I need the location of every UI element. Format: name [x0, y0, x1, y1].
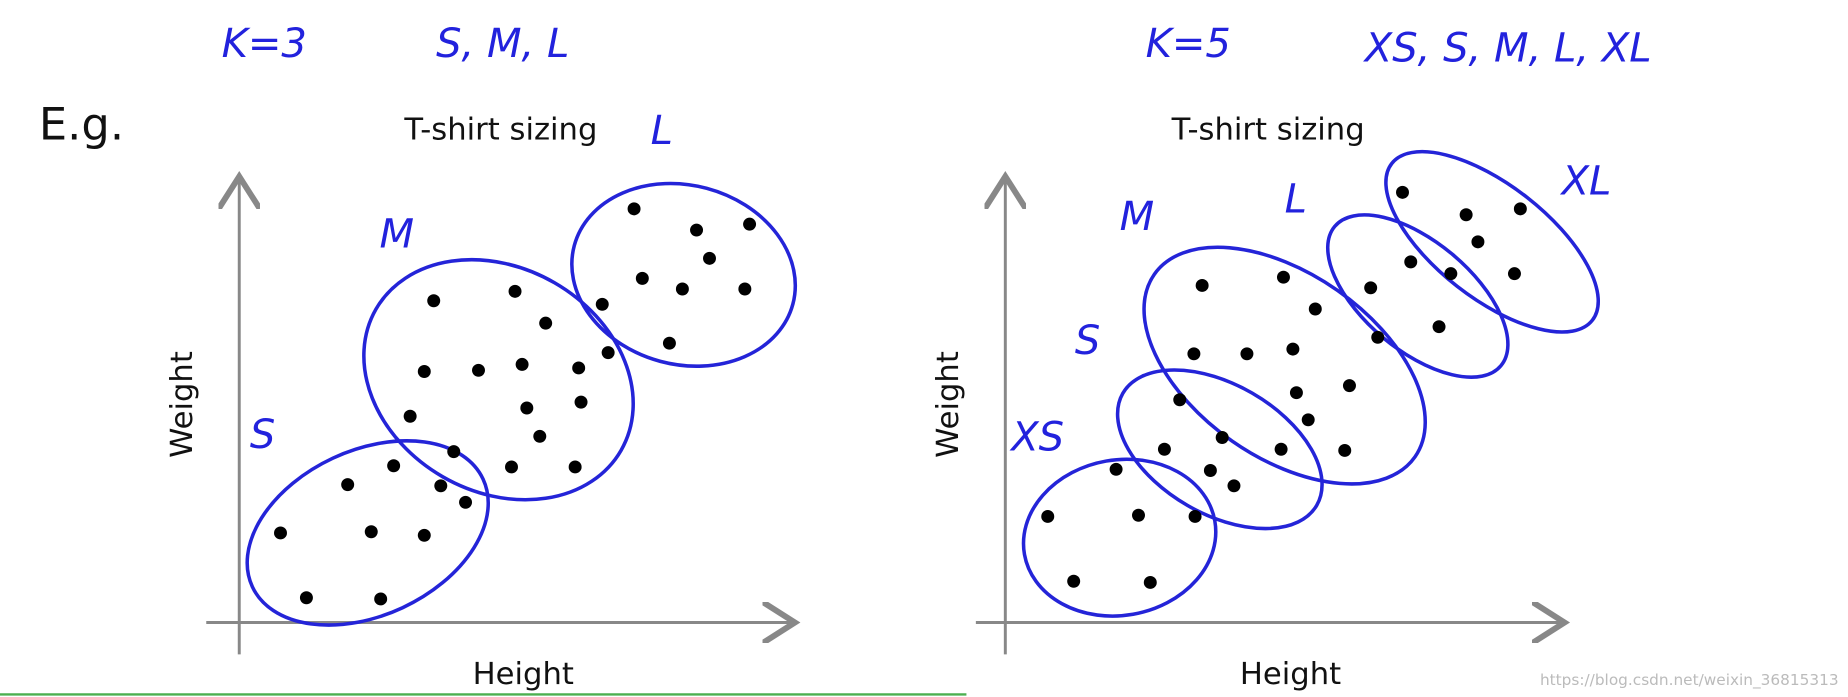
data-point [1276, 270, 1290, 284]
data-point [1132, 508, 1145, 522]
data-point [662, 336, 676, 350]
data-point [1227, 479, 1241, 493]
cluster [1142, 245, 1428, 486]
cluster [1021, 457, 1218, 618]
note: XS, S, M, L, XL [1363, 26, 1652, 72]
y-label: Weight [931, 351, 966, 458]
data-point [1173, 393, 1187, 407]
cluster-label: L [1285, 176, 1307, 222]
data-point [595, 297, 609, 311]
x-label: Height [1240, 657, 1341, 692]
data-point [434, 479, 448, 493]
data-point [690, 223, 704, 237]
data-point [364, 525, 378, 539]
data-point [743, 217, 757, 231]
data-point [533, 429, 547, 443]
data-point [1109, 462, 1123, 476]
data-point [1371, 330, 1385, 344]
data-point [572, 361, 586, 375]
data-point [627, 202, 641, 216]
data-point [427, 294, 441, 308]
data-point [1471, 235, 1485, 249]
note: K=5 [1146, 21, 1231, 67]
data-point [515, 357, 529, 371]
data-point [299, 591, 313, 605]
cluster-label: M [380, 212, 415, 258]
data-point [1342, 379, 1356, 393]
data-point [403, 409, 417, 423]
data-point [1203, 464, 1217, 477]
y-label: Weight [165, 351, 200, 458]
data-point [568, 460, 582, 474]
data-point [341, 478, 355, 492]
cluster-label: L [651, 108, 673, 154]
plot-title: T-shirt sizing [1171, 112, 1365, 147]
data-point [417, 365, 431, 378]
data-point [1274, 442, 1288, 456]
cluster-label: XS [1009, 414, 1064, 460]
data-point [447, 445, 461, 459]
plot-left: T-shirt sizing Weight Height S M L [165, 108, 816, 692]
points [274, 202, 757, 606]
data-point [738, 282, 752, 296]
data-point [601, 346, 615, 360]
data-point [635, 271, 649, 285]
example-label: E.g. [39, 97, 124, 150]
cluster-label: XL [1560, 159, 1612, 205]
data-point [1240, 347, 1254, 361]
data-point [1041, 509, 1055, 523]
data-point [539, 316, 553, 330]
data-point [1338, 443, 1352, 457]
note: K=3 [222, 21, 307, 67]
data-point [1308, 302, 1322, 316]
cluster [1384, 149, 1601, 334]
plot-right: T-shirt sizing Weight Height XS S M L XL [931, 112, 1612, 692]
data-point [1396, 185, 1409, 199]
data-point [1404, 255, 1418, 269]
data-point [374, 592, 388, 606]
note: S, M, L [436, 21, 569, 67]
data-point [472, 363, 485, 377]
data-point [1157, 442, 1171, 456]
data-point [1301, 413, 1315, 427]
data-point [520, 401, 534, 415]
data-point [1364, 281, 1378, 295]
data-point [1187, 347, 1201, 361]
data-point [574, 395, 588, 409]
data-point [1143, 575, 1157, 589]
data-point [1432, 320, 1446, 334]
data-point [508, 284, 522, 298]
data-point [505, 460, 518, 474]
cluster [1115, 368, 1324, 531]
data-point [1507, 267, 1521, 281]
data-point [1188, 509, 1202, 523]
data-point [274, 526, 287, 540]
data-point [387, 459, 401, 473]
cluster-label: S [250, 412, 275, 458]
data-point [703, 251, 716, 265]
data-point [417, 528, 431, 542]
data-point [1444, 267, 1458, 281]
points [1041, 185, 1527, 589]
cluster [362, 257, 635, 502]
data-point [1215, 431, 1229, 444]
data-point [1067, 574, 1081, 588]
data-point [459, 495, 473, 509]
plot-title: T-shirt sizing [403, 112, 597, 147]
cluster [245, 439, 490, 627]
data-point [1286, 342, 1300, 356]
cluster-label: M [1120, 194, 1155, 240]
cluster-label: S [1075, 318, 1100, 364]
cluster [570, 181, 798, 368]
data-point [1289, 386, 1303, 400]
watermark: https://blog.csdn.net/weixin_36815313 [1540, 671, 1839, 690]
data-point [1195, 278, 1209, 292]
data-point [1459, 208, 1473, 222]
x-label: Height [473, 657, 574, 692]
data-point [675, 282, 689, 296]
data-point [1513, 202, 1527, 216]
